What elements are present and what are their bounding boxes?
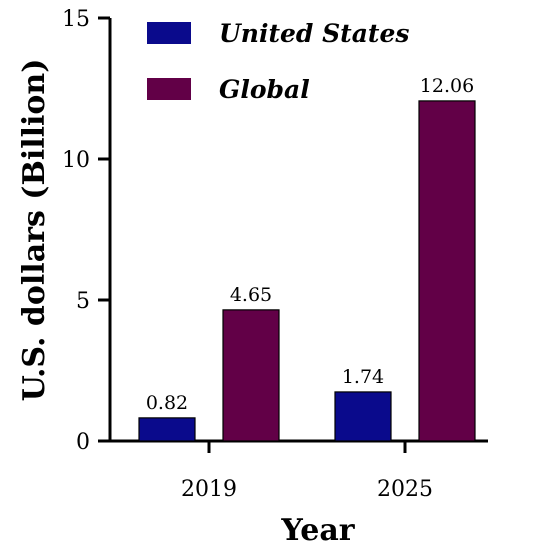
bars <box>138 100 476 442</box>
y-tick-label: 10 <box>62 148 90 173</box>
data-label: 12.06 <box>420 75 474 97</box>
y-axis-title: U.S. dollars (Billion) <box>17 59 52 402</box>
y-tick-label: 15 <box>62 7 90 32</box>
data-label: 4.65 <box>230 284 272 306</box>
bar-global-2025 <box>418 100 476 442</box>
x-tick-label: 2019 <box>181 477 237 502</box>
data-labels: 0.82 4.65 1.74 12.06 <box>146 75 474 414</box>
bar-global-2019 <box>222 309 280 442</box>
legend-label: United States <box>219 19 409 48</box>
legend: United States Global <box>147 19 409 104</box>
legend-label: Global <box>219 75 310 104</box>
legend-swatch <box>147 78 191 100</box>
data-label: 1.74 <box>342 366 384 388</box>
bar-united-states-2025 <box>334 391 392 442</box>
legend-swatch <box>147 22 191 44</box>
y-tick-label: 5 <box>76 289 90 314</box>
y-tick-label: 0 <box>76 430 90 455</box>
data-label: 0.82 <box>146 392 188 414</box>
x-tick-label: 2025 <box>377 477 433 502</box>
x-axis-title: Year <box>280 513 355 548</box>
bar-united-states-2019 <box>138 417 196 442</box>
